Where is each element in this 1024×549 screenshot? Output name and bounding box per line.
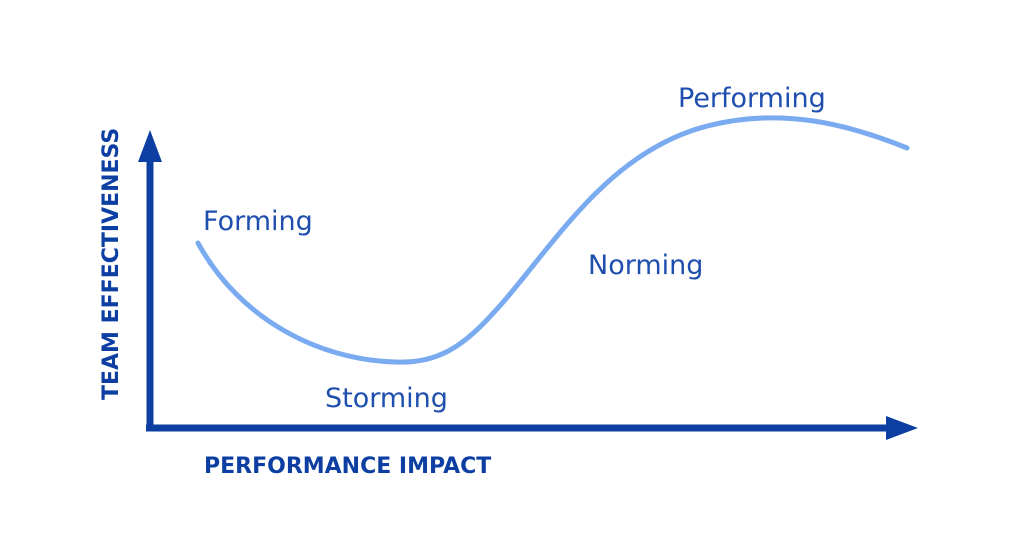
x-axis-arrowhead bbox=[886, 416, 918, 440]
stage-label-forming: Forming bbox=[203, 206, 313, 237]
stage-label-norming: Norming bbox=[588, 250, 703, 281]
effectiveness-curve bbox=[195, 115, 910, 365]
stage-label-performing: Performing bbox=[678, 83, 826, 114]
y-axis-arrowhead bbox=[138, 130, 162, 162]
y-axis-label: TEAM EFFECTIVENESS bbox=[99, 128, 124, 400]
stage-label-storming: Storming bbox=[325, 383, 448, 414]
x-axis-label: PERFORMANCE IMPACT bbox=[204, 454, 491, 479]
